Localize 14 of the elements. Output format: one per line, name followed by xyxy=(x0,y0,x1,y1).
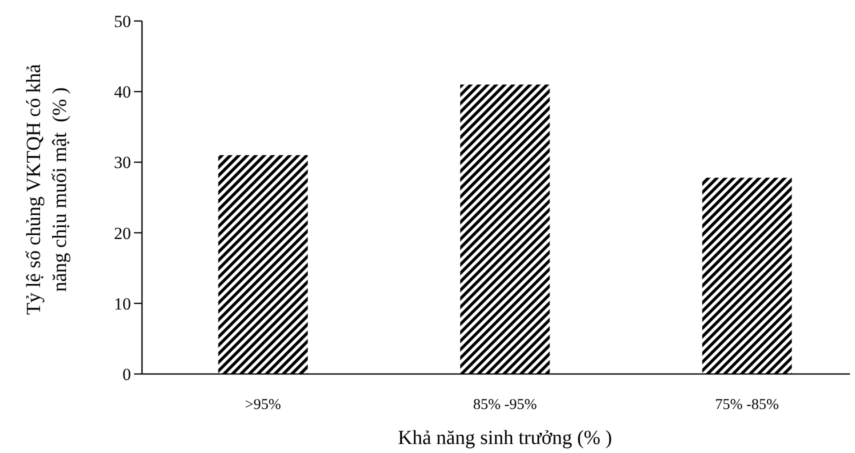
bar xyxy=(702,178,792,374)
y-axis-title: Tỷ lệ số chủng VKTQH có khả năng chịu muối mật (% ) xyxy=(23,64,71,315)
y-tick-label: 40 xyxy=(114,82,131,102)
y-tick-label: 20 xyxy=(114,224,131,243)
bar xyxy=(460,84,550,374)
x-tick-label: 85% -95% xyxy=(473,397,537,413)
y-tick-label: 10 xyxy=(114,294,131,314)
y-tick-label: 0 xyxy=(122,364,131,384)
y-tick-label: 30 xyxy=(114,153,131,172)
y-tick-label: 50 xyxy=(114,12,131,31)
x-tick-label: >95% xyxy=(245,397,281,413)
bar xyxy=(218,155,308,374)
x-tick-label: 75% -85% xyxy=(715,397,779,413)
x-axis-title: Khả năng sinh trưởng (% ) xyxy=(398,427,612,449)
